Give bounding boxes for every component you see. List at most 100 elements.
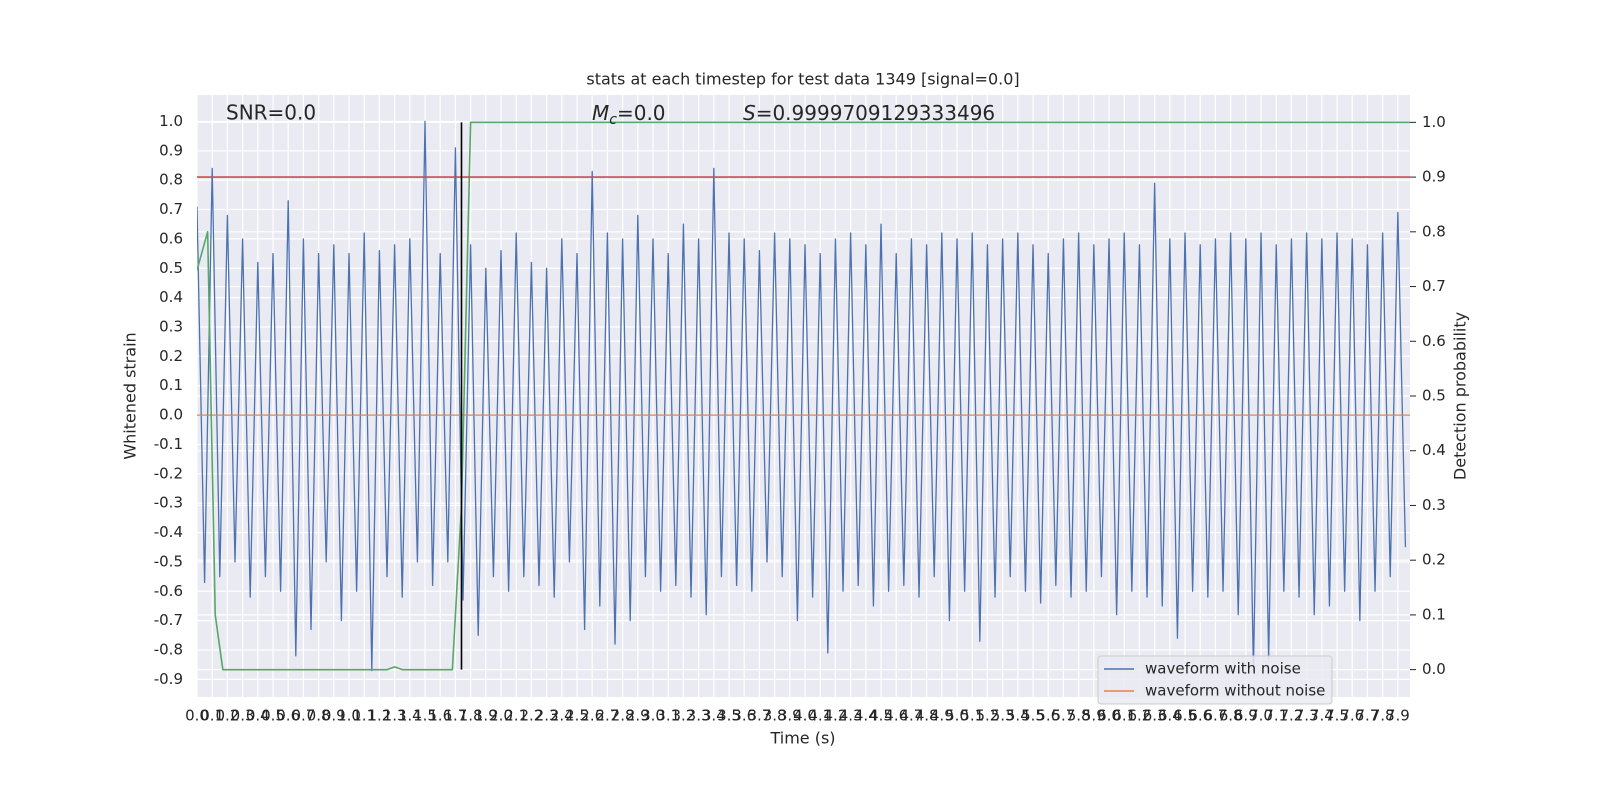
y-tick-label: 0.8 (159, 171, 183, 189)
x-tick-label: 3.0 (641, 707, 665, 725)
y-tick-label: 0.6 (159, 229, 183, 247)
x-tick-label: 1.3 (383, 707, 407, 725)
x-tick-label: 1.1 (352, 707, 376, 725)
y-tick-label: 0.9 (159, 141, 183, 159)
annotation-part: S (743, 101, 756, 125)
x-tick-label: 5.1 (960, 707, 984, 725)
x-tick-label: 0.5 (261, 707, 285, 725)
x-tick-label: 0.0 (185, 707, 209, 725)
y2-tick-label: 0.5 (1422, 387, 1446, 405)
x-tick-label: 3.4 (702, 707, 726, 725)
x-tick-label: 3.8 (763, 707, 787, 725)
x-tick-label: 0.1 (200, 707, 224, 725)
x-tick-label: 4.2 (823, 707, 847, 725)
x-tick-label: 7.6 (1340, 707, 1364, 725)
x-tick-label: 4.3 (839, 707, 863, 725)
y-tick-label: -0.7 (154, 611, 183, 629)
x-tick-label: 3.3 (687, 707, 711, 725)
x-tick-label: 4.6 (884, 707, 908, 725)
y2-tick-label: 0.7 (1422, 277, 1446, 295)
annotation-snr: SNR=0.0 (226, 101, 316, 125)
x-tick-label: 7.1 (1264, 707, 1288, 725)
y-axis-label: Whitened strain (121, 332, 140, 459)
y2-tick-label: 0.6 (1422, 332, 1446, 350)
annotation-part: =0.0 (617, 101, 666, 125)
x-tick-label: 7.9 (1386, 707, 1410, 725)
x-tick-label: 7.4 (1310, 707, 1334, 725)
y-tick-label: -0.5 (154, 552, 183, 570)
x-tick-label: 7.7 (1356, 707, 1380, 725)
x-tick-label: 5.7 (1051, 707, 1075, 725)
chart-title: stats at each timestep for test data 134… (586, 70, 1019, 89)
x-tick-label: 3.6 (732, 707, 756, 725)
x-tick-label: 7.5 (1325, 707, 1349, 725)
y-tick-label: -0.4 (154, 523, 183, 541)
x-tick-label: 2.4 (550, 707, 574, 725)
x-tick-label: 7.8 (1371, 707, 1395, 725)
x-tick-label: 6.7 (1204, 707, 1228, 725)
x-tick-label: 4.4 (854, 707, 878, 725)
y2-axis-label: Detection probability (1451, 312, 1470, 480)
x-tick-label: 3.7 (747, 707, 771, 725)
y-tick-label: -0.9 (154, 670, 183, 688)
annotation-mc: Mc=0.0 (592, 101, 666, 129)
y-tick-label: -0.3 (154, 494, 183, 512)
x-tick-label: 6.9 (1234, 707, 1258, 725)
annotation-part: c (609, 112, 617, 128)
y2-tick-label: 0.1 (1422, 605, 1446, 623)
y2-tick-label: 1.0 (1422, 113, 1446, 131)
x-tick-label: 1.0 (337, 707, 361, 725)
y-tick-label: 0.4 (159, 288, 183, 306)
x-tick-label: 2.9 (626, 707, 650, 725)
legend-label: waveform without noise (1145, 682, 1325, 700)
x-tick-label: 0.7 (291, 707, 315, 725)
x-tick-label: 5.6 (1036, 707, 1060, 725)
x-tick-label: 2.6 (580, 707, 604, 725)
x-tick-label: 5.5 (1021, 707, 1045, 725)
legend-box (1097, 655, 1333, 705)
x-tick-label: 7.0 (1249, 707, 1273, 725)
x-tick-label: 1.7 (443, 707, 467, 725)
x-tick-label: 2.1 (504, 707, 528, 725)
x-tick-label: 0.3 (231, 707, 255, 725)
x-tick-label: 0.2 (215, 707, 239, 725)
x-tick-label: 3.5 (717, 707, 741, 725)
x-tick-label: 1.5 (413, 707, 437, 725)
x-tick-label: 6.3 (1143, 707, 1167, 725)
y-tick-label: 0.3 (159, 317, 183, 335)
x-tick-label: 2.5 (565, 707, 589, 725)
x-tick-label: 2.8 (611, 707, 635, 725)
x-tick-label: 3.1 (656, 707, 680, 725)
x-tick-label: 4.5 (869, 707, 893, 725)
x-tick-label: 2.0 (489, 707, 513, 725)
y2-tick-label: 0.8 (1422, 222, 1446, 240)
x-tick-label: 0.9 (322, 707, 346, 725)
x-tick-label: 6.6 (1188, 707, 1212, 725)
series-line (197, 120, 1407, 672)
y-tick-label: -0.8 (154, 641, 183, 659)
x-tick-label: 4.8 (915, 707, 939, 725)
x-tick-label: 5.0 (945, 707, 969, 725)
x-tick-label: 5.2 (975, 707, 999, 725)
x-tick-label: 4.0 (793, 707, 817, 725)
y-tick-label: 0.5 (159, 259, 183, 277)
x-tick-label: 6.5 (1173, 707, 1197, 725)
x-tick-label: 0.8 (307, 707, 331, 725)
series-line (197, 121, 1410, 671)
annotation-part: =0.9999709129333496 (756, 101, 995, 125)
x-tick-label: 4.9 (930, 707, 954, 725)
y-tick-label: -0.6 (154, 582, 183, 600)
legend-label: waveform with noise (1145, 660, 1301, 678)
x-tick-label: 0.4 (246, 707, 270, 725)
y2-tick-label: 0.4 (1422, 441, 1446, 459)
x-tick-label: 1.9 (474, 707, 498, 725)
annotation-part: M (592, 101, 609, 125)
x-tick-label: 2.3 (535, 707, 559, 725)
x-tick-label: 6.0 (1097, 707, 1121, 725)
y2-tick-label: 0.9 (1422, 168, 1446, 186)
x-tick-label: 0.6 (276, 707, 300, 725)
x-tick-label: 3.9 (778, 707, 802, 725)
y-tick-label: 0.1 (159, 376, 183, 394)
